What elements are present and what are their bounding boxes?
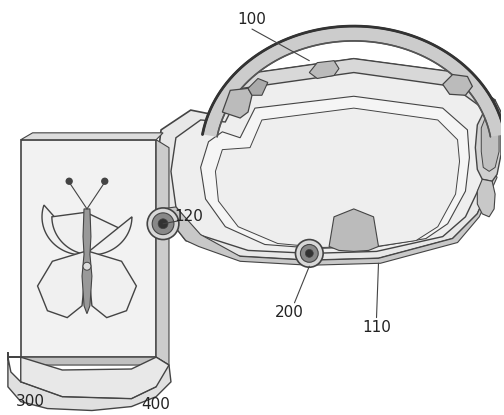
- Polygon shape: [82, 209, 92, 314]
- Polygon shape: [52, 212, 132, 255]
- Circle shape: [300, 244, 318, 262]
- Polygon shape: [156, 140, 169, 365]
- Polygon shape: [201, 96, 469, 249]
- Polygon shape: [309, 61, 339, 78]
- Circle shape: [158, 219, 168, 229]
- Polygon shape: [215, 59, 497, 130]
- Text: 100: 100: [237, 12, 267, 27]
- Circle shape: [152, 213, 174, 234]
- Text: 300: 300: [16, 394, 45, 409]
- Polygon shape: [156, 59, 497, 260]
- Polygon shape: [477, 179, 495, 217]
- Polygon shape: [475, 100, 501, 181]
- Polygon shape: [161, 174, 497, 265]
- Circle shape: [305, 249, 313, 257]
- Text: 110: 110: [362, 320, 391, 335]
- Polygon shape: [171, 73, 487, 254]
- Polygon shape: [248, 78, 268, 95]
- Polygon shape: [215, 108, 460, 247]
- Polygon shape: [203, 26, 504, 137]
- Polygon shape: [8, 352, 171, 410]
- Circle shape: [102, 178, 108, 184]
- Polygon shape: [8, 357, 169, 399]
- Polygon shape: [443, 75, 472, 95]
- Circle shape: [147, 208, 179, 239]
- Text: 400: 400: [142, 397, 170, 412]
- Circle shape: [295, 239, 323, 267]
- Polygon shape: [38, 251, 85, 317]
- Polygon shape: [481, 108, 499, 171]
- Polygon shape: [21, 357, 169, 365]
- Polygon shape: [89, 251, 137, 317]
- Text: 120: 120: [174, 209, 203, 225]
- Circle shape: [83, 262, 91, 270]
- Polygon shape: [21, 140, 156, 357]
- Polygon shape: [42, 205, 120, 255]
- Text: 200: 200: [275, 305, 304, 320]
- Polygon shape: [222, 88, 252, 118]
- Polygon shape: [329, 209, 379, 251]
- Polygon shape: [21, 133, 163, 140]
- Circle shape: [66, 178, 72, 184]
